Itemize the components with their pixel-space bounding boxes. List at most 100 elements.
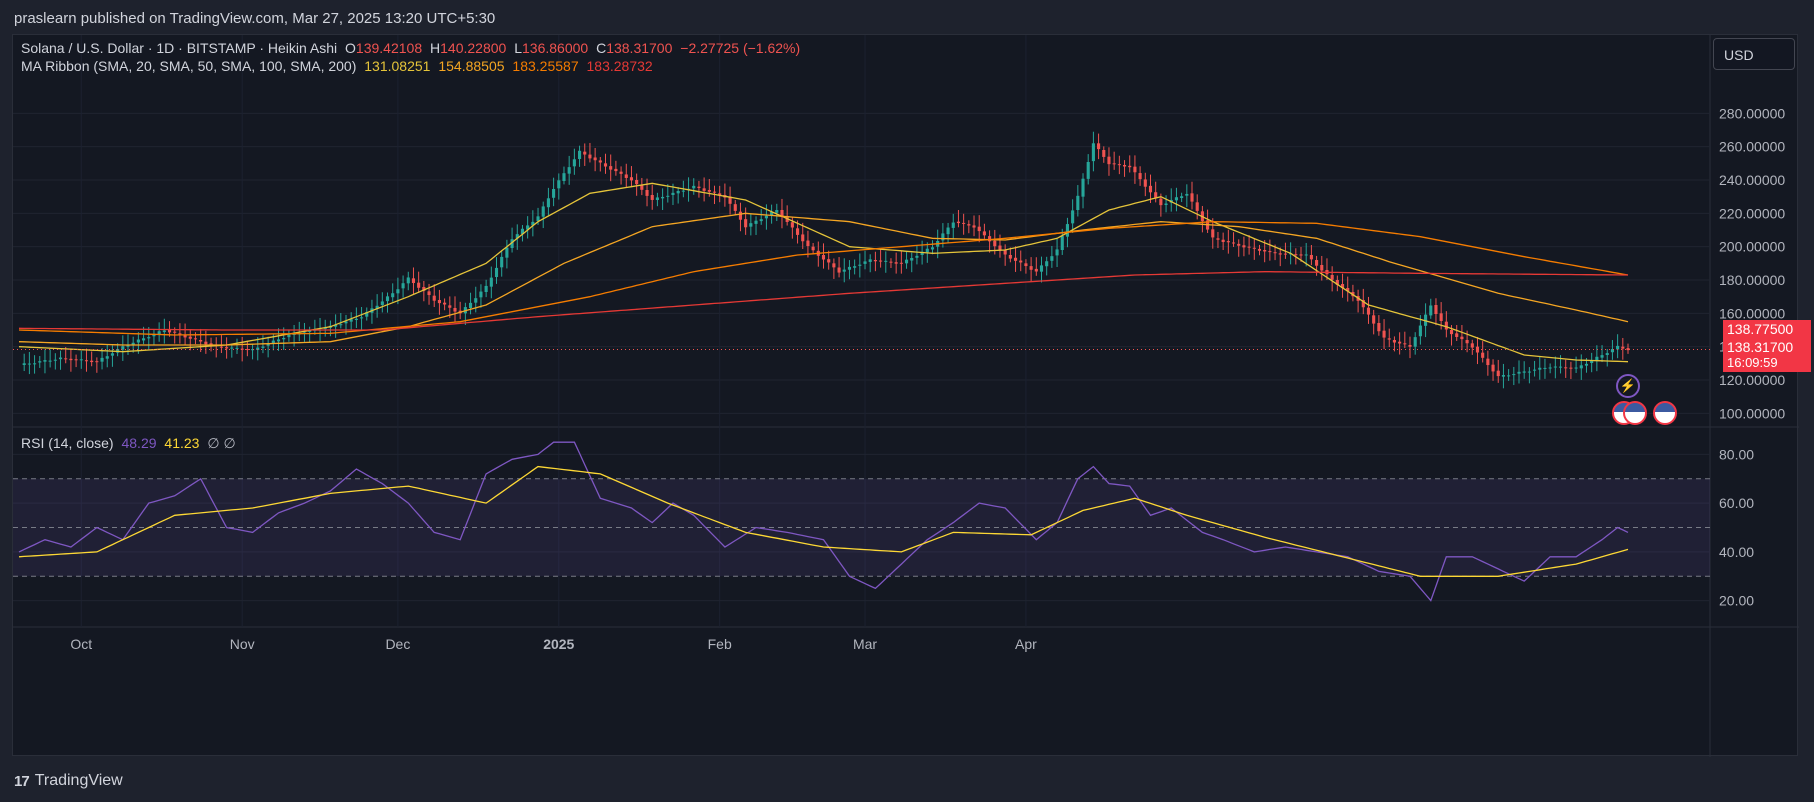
candle-body <box>411 278 416 284</box>
candle-body <box>780 210 784 218</box>
candle-body <box>391 293 395 298</box>
candle-body <box>209 343 213 345</box>
candle-body <box>510 239 514 248</box>
candle-body <box>1216 238 1220 240</box>
low-label: L <box>514 40 522 56</box>
candle-body <box>915 255 919 258</box>
candle-body <box>183 335 187 338</box>
candle-body <box>110 353 114 356</box>
candle-body <box>126 345 130 347</box>
candle-body <box>1143 179 1147 187</box>
candle-body <box>1434 305 1438 315</box>
open-label: O <box>345 40 356 56</box>
candle-body <box>640 185 644 190</box>
candle-body <box>982 231 986 236</box>
candle-body <box>157 331 161 335</box>
footer-brand: TradingView <box>34 772 123 789</box>
candle-body <box>806 240 810 247</box>
candle-body <box>380 301 384 305</box>
candle-body <box>1252 247 1256 249</box>
candle-body <box>406 277 410 284</box>
candle-body <box>930 247 935 250</box>
high-label: H <box>430 40 441 56</box>
price-tick-label: 200.00000 <box>1719 239 1785 255</box>
candle-body <box>95 361 99 363</box>
ma200-value: 183.28732 <box>586 58 653 74</box>
candle-body <box>879 260 883 262</box>
candle-body <box>375 305 379 309</box>
candle-body <box>365 312 369 317</box>
price-tick-label: 120.00000 <box>1719 372 1785 388</box>
candle-body <box>744 219 748 228</box>
candle-body <box>536 216 540 221</box>
candle-body <box>1013 257 1018 261</box>
candle-body <box>308 330 312 332</box>
candle-body <box>1392 340 1396 343</box>
time-tick-label: Feb <box>708 636 732 652</box>
candle-body <box>572 159 576 167</box>
candle-body <box>873 260 877 262</box>
candle-body <box>58 357 63 360</box>
us-flag-event-icon[interactable] <box>1653 401 1677 425</box>
candle-body <box>531 221 535 226</box>
tradingview-logo-icon: 17 <box>14 772 30 790</box>
candle-body <box>1403 343 1407 345</box>
candle-body <box>1055 249 1059 256</box>
candle-body <box>1102 150 1106 157</box>
candle-body <box>1366 307 1371 315</box>
chart-frame[interactable]: 100.00000120.00000140.00000160.00000180.… <box>12 34 1811 757</box>
time-tick-label: Nov <box>230 636 255 652</box>
candle-body <box>1138 173 1142 180</box>
candle-body <box>754 220 758 224</box>
candle-body <box>629 177 634 181</box>
candle-body <box>1361 300 1365 308</box>
rsi-legend: RSI (14, close) 48.29 41.23 ∅ ∅ <box>21 435 240 452</box>
low-value: 136.86000 <box>522 40 589 56</box>
candle-body <box>1595 356 1599 361</box>
ma-ribbon-legend: MA Ribbon (SMA, 20, SMA, 50, SMA, 100, S… <box>21 58 657 74</box>
candle-body <box>38 361 42 363</box>
candle-body <box>681 190 685 192</box>
candle-body <box>1600 355 1604 358</box>
candle-body <box>1071 210 1075 224</box>
candle-body <box>474 298 478 303</box>
candle-body <box>69 358 73 361</box>
price-tag-upper: 138.77500 <box>1723 320 1811 338</box>
candle-body <box>453 308 457 312</box>
chart-canvas[interactable]: 100.00000120.00000140.00000160.00000180.… <box>13 35 1799 757</box>
candle-body <box>1112 163 1116 165</box>
time-tick-label: Mar <box>853 636 877 652</box>
candle-body <box>437 300 441 304</box>
candle-body <box>1569 367 1573 369</box>
currency-button[interactable]: USD <box>1713 38 1795 70</box>
symbol-title: Solana / U.S. Dollar · 1D · BITSTAMP · H… <box>21 40 338 56</box>
candle-body <box>1185 193 1189 196</box>
lightning-icon[interactable]: ⚡ <box>1616 374 1640 398</box>
candle-body <box>484 285 488 292</box>
candle-body <box>1444 321 1448 330</box>
candle-body <box>977 226 981 232</box>
us-flag-event-icon[interactable] <box>1623 401 1647 425</box>
candle-body <box>718 193 722 196</box>
candle-body <box>469 302 473 308</box>
candle-body <box>505 247 509 258</box>
rsi-tick-label: 20.00 <box>1719 593 1754 609</box>
candle-body <box>562 173 566 181</box>
price-tick-label: 180.00000 <box>1719 272 1785 288</box>
ma-ribbon-label: MA Ribbon (SMA, 20, SMA, 50, SMA, 100, S… <box>21 58 357 74</box>
candle-body <box>1091 143 1095 162</box>
candle-body <box>1574 367 1578 369</box>
candle-body <box>1060 236 1064 250</box>
candle-body <box>1512 374 1516 376</box>
rsi-tick-label: 80.00 <box>1719 446 1754 462</box>
candle-body <box>1315 260 1319 266</box>
candle-body <box>271 340 275 344</box>
candle-body <box>339 324 343 326</box>
candle-body <box>837 267 841 273</box>
candle-body <box>1263 250 1267 252</box>
candle-body <box>920 251 924 255</box>
candle-body <box>1034 268 1038 272</box>
candle-body <box>863 261 867 264</box>
candle-body <box>1122 165 1127 167</box>
candle-body <box>702 188 706 191</box>
